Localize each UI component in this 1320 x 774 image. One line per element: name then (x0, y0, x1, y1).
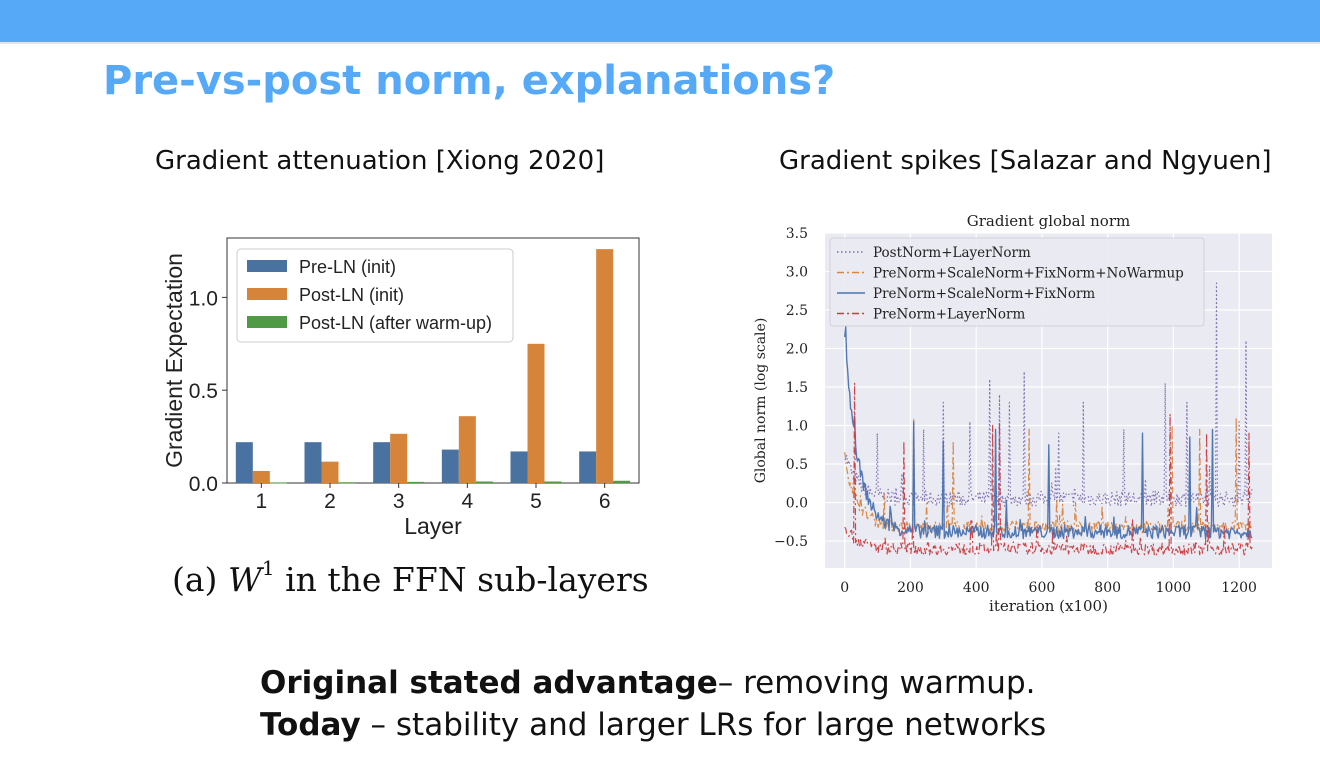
legend-swatch (247, 288, 287, 300)
bottom-line-2: Today – stability and larger LRs for lar… (260, 707, 1046, 743)
legend-label: Post-LN (init) (299, 285, 404, 305)
bottom-line-1-bold: Original stated advantage (260, 665, 718, 701)
ffn-caption: (a) W1 in the FFN sub-layers (172, 556, 649, 599)
top-bar (0, 0, 1320, 44)
y-tick-label: 0.0 (786, 496, 808, 512)
bar (510, 451, 528, 483)
legend-label: PreNorm+LayerNorm (873, 307, 1026, 323)
x-tick-label: 4 (461, 490, 473, 513)
x-axis-label: iteration (x100) (989, 597, 1108, 615)
x-tick-label: 0 (840, 580, 849, 596)
y-tick-label: 3.0 (786, 265, 808, 281)
bottom-line-1-rest: – removing warmup. (717, 665, 1036, 701)
legend: PostNorm+LayerNorm PreNorm+ScaleNorm+FixN… (829, 237, 1205, 327)
x-tick-label: 2 (324, 490, 336, 513)
bar (321, 461, 339, 483)
gradient-global-norm-chart: 0 200 400 600 800 1000 1200 −0.5 0.0 0.5 1.0 1.5 2.0… (753, 212, 1272, 615)
bar (441, 449, 459, 483)
y-tick-label: 1.5 (786, 380, 808, 396)
bar (596, 249, 614, 483)
y-axis-label: Global norm (log scale) (753, 318, 769, 484)
legend: Pre-LN (init) Post-LN (init) Post-LN (afte… (236, 248, 514, 343)
x-tick-label: 200 (897, 580, 924, 596)
bar (579, 451, 597, 483)
ffn-caption-math-sup: 1 (261, 556, 275, 580)
slide-title: Pre-vs-post norm, explanations? (103, 58, 836, 104)
bar (252, 470, 270, 483)
y-tick-label: 0.5 (189, 380, 218, 403)
bar (475, 481, 493, 483)
ffn-caption-suffix: in the FFN sub-layers (285, 560, 649, 599)
bar (527, 343, 545, 483)
legend-label: Post-LN (after warm-up) (299, 313, 492, 333)
ffn-caption-math-var: W (227, 560, 262, 599)
x-tick-label: 600 (1029, 580, 1056, 596)
x-tick-label: 1 (255, 490, 267, 513)
y-tick-label: −0.5 (774, 534, 808, 550)
y-tick-label: 1.0 (189, 287, 218, 310)
legend-label: PostNorm+LayerNorm (873, 245, 1031, 261)
chart-title: Gradient global norm (967, 212, 1130, 230)
bar (613, 480, 631, 483)
left-caption: Gradient attenuation [Xiong 2020] (155, 146, 605, 176)
bar (304, 442, 322, 483)
bar (458, 416, 476, 483)
ffn-caption-prefix: (a) (172, 560, 218, 599)
gradient-expectation-chart: 0.0 0.5 1.0 1 2 3 4 5 6 Layer Gradient Expectation… (161, 237, 640, 539)
y-tick-label: 3.5 (786, 226, 808, 242)
legend-box (829, 237, 1205, 327)
series-line (844, 325, 1253, 540)
bar (338, 482, 356, 484)
bottom-line-2-bold: Today (260, 707, 361, 743)
bar (373, 442, 391, 483)
y-tick-label: 1.0 (786, 419, 808, 435)
legend-box (236, 248, 514, 343)
bar (269, 482, 287, 484)
bottom-line-1: Original stated advantage– removing warm… (260, 665, 1036, 701)
bar (407, 481, 425, 483)
x-axis-label: Layer (404, 513, 462, 539)
y-tick-label: 0.0 (189, 473, 218, 496)
legend-label: PreNorm+ScaleNorm+FixNorm+NoWarmup (873, 266, 1184, 282)
x-tick-label: 5 (530, 490, 542, 513)
legend-label: Pre-LN (init) (299, 257, 396, 277)
series-line (844, 382, 1253, 556)
y-tick-label: 2.0 (786, 342, 808, 358)
legend-swatch (247, 316, 287, 328)
bar (544, 481, 562, 483)
x-tick-label: 1000 (1156, 580, 1192, 596)
right-caption: Gradient spikes [Salazar and Ngyuen] (779, 146, 1272, 176)
y-tick-label: 2.5 (786, 303, 808, 319)
y-tick-label: 0.5 (786, 457, 808, 473)
bar (235, 442, 253, 483)
x-tick-label: 3 (393, 490, 405, 513)
x-tick-label: 6 (599, 490, 611, 513)
x-tick-label: 1200 (1221, 580, 1257, 596)
legend-swatch (247, 260, 287, 272)
x-tick-label: 800 (1094, 580, 1121, 596)
y-axis-label: Gradient Expectation (161, 253, 187, 468)
bar (390, 433, 408, 483)
bottom-line-2-rest: – stability and larger LRs for large net… (360, 707, 1047, 743)
legend-label: PreNorm+ScaleNorm+FixNorm (873, 286, 1095, 302)
x-tick-label: 400 (963, 580, 990, 596)
